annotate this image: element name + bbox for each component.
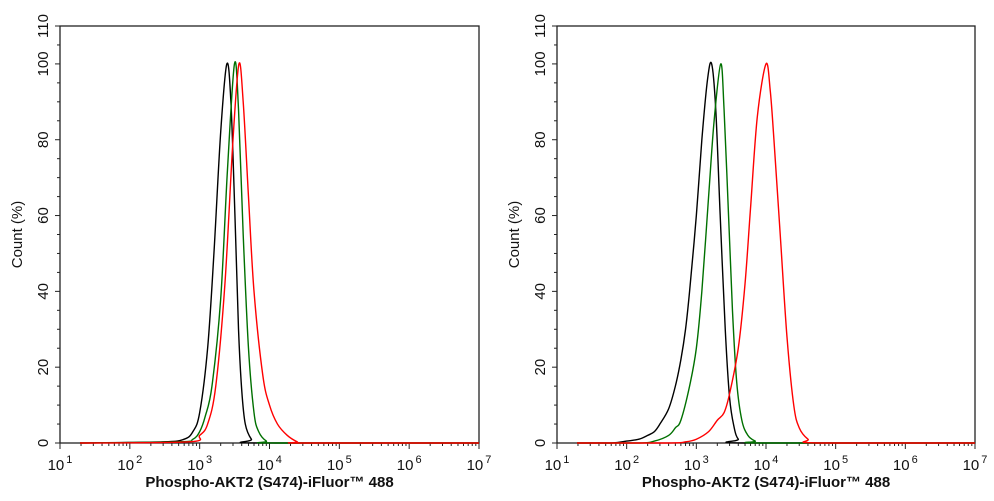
y-tick-label: 20 <box>35 359 52 376</box>
panel-1: 0 20 40 60 80 100 110 10 1 10 2 10 3 10 4 10 5 10 6 10 7 Coun… <box>9 14 491 491</box>
x-tick-label: 10 6 <box>893 454 918 474</box>
y-tick-label: 110 <box>35 14 52 38</box>
x-tick-label: 10 2 <box>117 454 142 474</box>
y-tick-label: 0 <box>35 439 52 447</box>
y-tick-label: 0 <box>532 439 549 447</box>
x-tick-label: 10 4 <box>754 454 779 474</box>
x-tick-label: 10 7 <box>963 454 988 474</box>
y-tick-label: 110 <box>532 14 549 38</box>
histogram-series-1 <box>79 62 479 444</box>
y-tick-label: 100 <box>532 51 549 76</box>
x-tick-label: 10 3 <box>187 454 212 474</box>
y-tick-label: 40 <box>532 283 549 300</box>
histogram-series-1 <box>577 61 975 444</box>
x-axis-label: Phospho-AKT2 (S474)-iFluor™ 488 <box>642 474 890 491</box>
x-tick-label: 10 1 <box>48 454 73 474</box>
y-tick-label: 100 <box>35 51 52 76</box>
x-axis-label: Phospho-AKT2 (S474)-iFluor™ 488 <box>145 474 393 491</box>
x-tick-label: 10 3 <box>684 454 709 474</box>
y-tick-label: 20 <box>532 359 549 376</box>
histogram-series-3 <box>79 62 479 444</box>
y-tick-label: 60 <box>532 207 549 224</box>
x-tick-label: 10 6 <box>397 454 422 474</box>
y-tick-label: 80 <box>532 131 549 148</box>
x-tick-label: 10 1 <box>545 454 570 474</box>
x-tick-label: 10 5 <box>327 454 352 474</box>
y-tick-label: 40 <box>35 283 52 300</box>
y-tick-label: 80 <box>35 131 52 148</box>
y-axis-label: Count (%) <box>506 201 523 269</box>
histogram-series-3 <box>577 62 975 444</box>
plot-frame <box>556 25 976 444</box>
plot-frame <box>59 25 480 444</box>
x-tick-label: 10 5 <box>823 454 848 474</box>
x-tick-label: 10 7 <box>467 454 492 474</box>
x-tick-label: 10 4 <box>257 454 282 474</box>
panel-2: 0 20 40 60 80 100 110 10 1 10 2 10 3 10 4 10 5 10 6 10 7 Coun… <box>506 14 987 491</box>
histogram-series-2 <box>577 63 975 444</box>
x-tick-label: 10 2 <box>614 454 639 474</box>
y-axis-label: Count (%) <box>9 201 26 269</box>
y-tick-label: 60 <box>35 207 52 224</box>
histogram-series-2 <box>79 61 479 444</box>
